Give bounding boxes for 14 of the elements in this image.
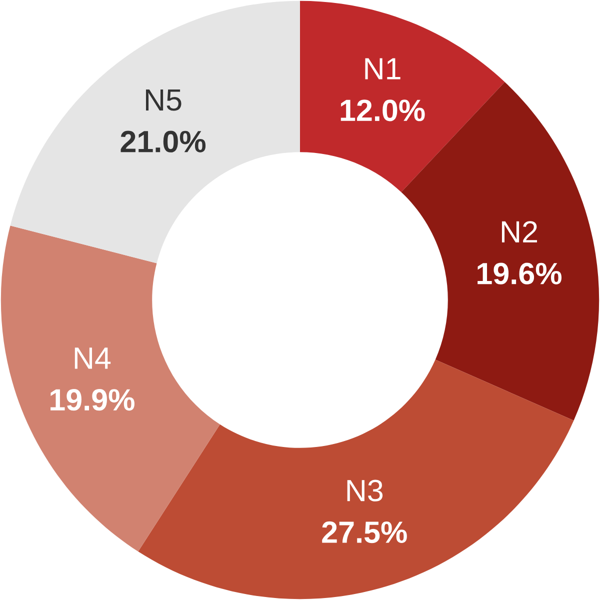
donut-slice bbox=[300, 0, 505, 192]
donut-slice bbox=[0, 226, 220, 552]
data-label: 12.0% bbox=[340, 100, 425, 122]
slice-label: N5 bbox=[146, 89, 182, 111]
slice-label: N2 bbox=[502, 221, 537, 242]
data-label: 21.0% bbox=[120, 130, 206, 152]
donut-slice bbox=[138, 360, 574, 600]
donut-slice bbox=[10, 0, 300, 264]
slice-label: N3 bbox=[347, 480, 383, 502]
slice-label: N1 bbox=[365, 58, 400, 80]
data-label: 27.5% bbox=[322, 521, 407, 544]
data-label: 19.6% bbox=[478, 262, 562, 284]
slice-label: N4 bbox=[74, 348, 111, 369]
data-label: 19.9% bbox=[50, 389, 134, 411]
